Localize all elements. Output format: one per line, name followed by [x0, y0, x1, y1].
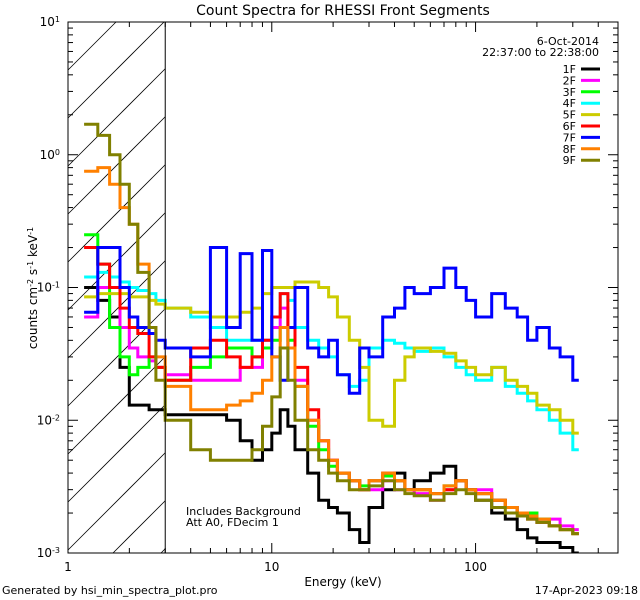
y-tick-exp: -1	[52, 280, 60, 289]
time-range-label: 22:37:00 to 22:38:00	[482, 46, 599, 59]
legend-label-1F: 1F	[563, 63, 576, 76]
y-tick-base: 10	[40, 148, 55, 162]
y-tick-exp: 1	[55, 15, 60, 24]
footer-generated-by: Generated by hsi_min_spectra_plot.pro	[2, 584, 218, 597]
y-axis-label-exp: -1	[26, 261, 35, 269]
y-tick-base: 10	[37, 281, 52, 295]
y-axis-label-part: s	[26, 269, 40, 279]
x-tick-label: 1	[64, 560, 72, 574]
hatch-line	[67, 356, 166, 455]
hatch-line	[67, 404, 166, 503]
legend-label-8F: 8F	[563, 143, 576, 156]
y-tick-label: 10-3	[37, 546, 60, 561]
legend-label-7F: 7F	[563, 131, 576, 144]
y-tick-label: 10-1	[37, 280, 60, 295]
footer-timestamp: 17-Apr-2023 09:18	[535, 584, 638, 597]
y-tick-label: 100	[40, 147, 60, 162]
y-tick-exp: 0	[55, 147, 60, 156]
series-line-8F	[84, 166, 579, 536]
attenuator-note: Att A0, FDecim 1	[186, 516, 279, 529]
series-lines	[84, 122, 579, 553]
hatch-line	[67, 260, 166, 359]
legend-label-6F: 6F	[563, 120, 576, 133]
y-axis-label-part: counts cm	[26, 287, 40, 349]
chart-title: Count Spectra for RHESSI Front Segments	[196, 3, 490, 19]
legend-label-9F: 9F	[563, 154, 576, 167]
x-axis-label: Energy (keV)	[304, 575, 381, 589]
hatch-line	[67, 164, 166, 263]
legend-label-3F: 3F	[563, 86, 576, 99]
legend-label-5F: 5F	[563, 109, 576, 122]
legend-label-2F: 2F	[563, 74, 576, 87]
hatch-line	[67, 116, 166, 215]
background-note: Includes Background	[186, 505, 301, 518]
y-axis-label-exp: -1	[26, 227, 35, 235]
hatch-line	[67, 68, 166, 167]
series-line-9F	[84, 122, 579, 536]
y-tick-base: 10	[37, 413, 52, 427]
y-tick-exp: -3	[52, 546, 60, 555]
legend-label-4F: 4F	[563, 97, 576, 110]
hatched-region	[67, 21, 166, 554]
x-tick-label: 10	[264, 560, 279, 574]
y-tick-label: 10-2	[37, 413, 60, 428]
hatch-line	[160, 548, 166, 554]
y-axis-label-part: keV	[26, 234, 40, 261]
y-axis-label-exp: -2	[26, 279, 35, 287]
y-tick-label: 101	[40, 15, 60, 30]
hatch-line	[112, 500, 166, 554]
y-tick-base: 10	[40, 15, 55, 29]
x-tick-label: 100	[464, 560, 487, 574]
date-label: 6-Oct-2014	[537, 35, 599, 48]
hatch-line	[67, 212, 166, 311]
y-tick-exp: -2	[52, 413, 60, 422]
y-axis-label: counts cm-2 s-1 keV-1	[26, 227, 41, 349]
series-line-6F	[84, 246, 579, 536]
hatch-line	[67, 21, 117, 71]
hatch-line	[67, 21, 165, 119]
y-tick-base: 10	[37, 546, 52, 560]
hatch-line	[67, 452, 166, 551]
